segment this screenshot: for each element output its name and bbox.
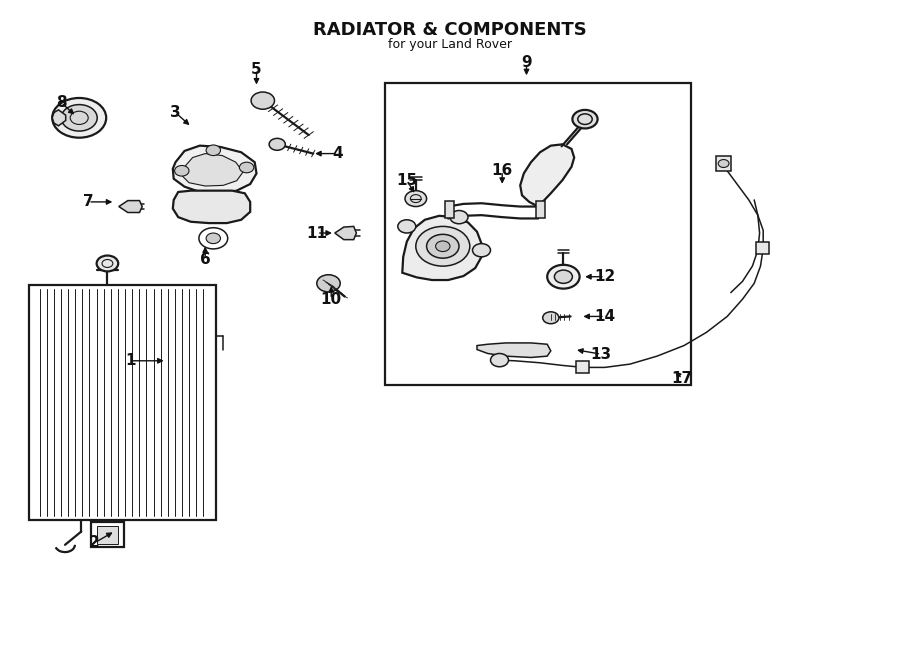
Polygon shape	[520, 144, 574, 207]
Bar	[576, 361, 589, 373]
Polygon shape	[119, 201, 142, 213]
Circle shape	[405, 191, 427, 207]
Text: 12: 12	[594, 269, 616, 284]
Circle shape	[398, 220, 416, 233]
Text: 10: 10	[320, 292, 342, 307]
Bar	[96, 526, 118, 544]
Circle shape	[718, 160, 729, 167]
Text: RADIATOR & COMPONENTS: RADIATOR & COMPONENTS	[313, 21, 587, 39]
Text: 3: 3	[170, 105, 181, 120]
Text: 16: 16	[491, 164, 513, 178]
Circle shape	[175, 166, 189, 176]
Circle shape	[554, 270, 572, 283]
Bar	[445, 201, 454, 218]
Text: 2: 2	[89, 536, 100, 550]
Bar	[29, 285, 216, 520]
Bar	[716, 156, 731, 171]
Circle shape	[491, 354, 508, 367]
Circle shape	[436, 241, 450, 252]
Circle shape	[472, 244, 490, 257]
Circle shape	[251, 92, 274, 109]
Polygon shape	[402, 216, 482, 280]
Text: 13: 13	[590, 347, 612, 361]
Text: 15: 15	[396, 173, 418, 187]
Text: 5: 5	[251, 62, 262, 77]
Polygon shape	[182, 154, 243, 186]
Text: 7: 7	[83, 195, 94, 209]
Text: 14: 14	[594, 309, 616, 324]
Bar	[385, 83, 691, 385]
Circle shape	[206, 145, 220, 156]
Polygon shape	[52, 110, 66, 126]
Circle shape	[450, 211, 468, 224]
Text: 6: 6	[200, 252, 211, 267]
Circle shape	[427, 234, 459, 258]
Text: for your Land Rover: for your Land Rover	[388, 38, 512, 52]
Text: 4: 4	[332, 146, 343, 161]
Circle shape	[416, 226, 470, 266]
Circle shape	[269, 138, 285, 150]
Polygon shape	[477, 343, 551, 357]
Polygon shape	[335, 226, 356, 240]
Text: 8: 8	[56, 95, 67, 110]
Circle shape	[61, 105, 97, 131]
Text: 17: 17	[671, 371, 693, 386]
Text: 1: 1	[125, 354, 136, 368]
Circle shape	[239, 162, 254, 173]
Circle shape	[206, 233, 220, 244]
Polygon shape	[173, 146, 256, 193]
Bar	[536, 201, 544, 218]
Polygon shape	[173, 191, 250, 223]
Circle shape	[543, 312, 559, 324]
Circle shape	[572, 110, 598, 128]
Text: 11: 11	[306, 226, 328, 240]
Bar	[91, 522, 123, 547]
Text: 9: 9	[521, 56, 532, 70]
Circle shape	[96, 256, 118, 271]
Circle shape	[52, 98, 106, 138]
Circle shape	[547, 265, 580, 289]
Circle shape	[317, 275, 340, 292]
Bar	[756, 242, 769, 254]
